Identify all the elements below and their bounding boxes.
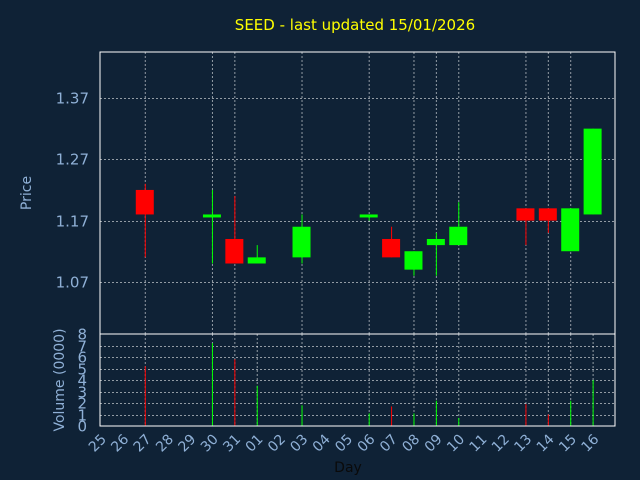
candle-05 [359, 214, 378, 221]
candle-body [583, 128, 602, 215]
day-tick-label: 08 [399, 432, 423, 456]
candle-09 [449, 202, 468, 246]
volume-tick-label: 3 [77, 384, 87, 402]
candle-31 [247, 245, 266, 264]
candle-body [382, 238, 401, 258]
day-tick-label: 09 [422, 432, 446, 456]
chart-title: SEED - last updated 15/01/2026 [235, 16, 475, 34]
candle-29 [202, 189, 221, 264]
candle-body [135, 189, 154, 215]
day-tick-label: 27 [131, 432, 155, 456]
day-tick-label: 31 [220, 432, 244, 456]
price-tick-label: 1.37 [56, 90, 89, 108]
day-tick-label: 01 [243, 432, 267, 456]
candle-13 [538, 208, 557, 233]
day-tick-label: 15 [556, 432, 580, 456]
candle-body [247, 257, 266, 264]
volume-panel-frame [99, 333, 616, 427]
candle-body [426, 238, 445, 246]
volume-tick-label: 6 [77, 349, 87, 367]
day-axis-ticks: 2526272829303101020304050607080910111213… [86, 431, 603, 455]
price-axis-label: Price [19, 176, 35, 210]
volume-bars [144, 343, 594, 426]
price-axis-ticks: 1.07 1.17 1.27 1.37 [56, 90, 89, 292]
candle-body [449, 226, 468, 246]
price-tick-label: 1.17 [56, 213, 89, 231]
candle-30 [225, 196, 244, 264]
volume-tick-label: 5 [77, 361, 87, 379]
price-tick-label: 1.27 [56, 151, 89, 169]
volume-axis-label: Volume (0000) [52, 328, 68, 431]
candle-body [225, 238, 244, 264]
candle-08 [426, 232, 445, 276]
price-tick-label: 1.07 [56, 274, 89, 292]
volume-tick-label: 4 [77, 372, 87, 390]
day-tick-label: 10 [444, 432, 468, 456]
day-tick-label: 29 [175, 432, 199, 456]
candle-body [202, 214, 221, 218]
candle-15 [583, 128, 602, 215]
day-tick-label: 02 [265, 432, 289, 456]
day-tick-label: 25 [86, 432, 110, 456]
candle-body [292, 226, 311, 258]
candle-26 [135, 183, 154, 258]
candle-body [561, 208, 580, 252]
candle-07 [404, 251, 423, 276]
day-tick-label: 03 [287, 432, 311, 456]
candle-body [516, 208, 535, 221]
day-tick-label: 26 [108, 431, 132, 455]
volume-gridlines [100, 334, 615, 426]
day-tick-label: 11 [467, 432, 491, 456]
volume-tick-label: 2 [77, 395, 87, 413]
volume-tick-label: 8 [77, 326, 87, 344]
day-tick-label: 14 [534, 431, 558, 455]
day-tick-label: 30 [198, 432, 222, 456]
price-panel-frame [99, 51, 616, 335]
candle-06 [382, 226, 401, 258]
candle-14 [561, 208, 580, 252]
day-tick-label: 13 [511, 432, 535, 456]
candlesticks [135, 128, 602, 276]
day-tick-label: 05 [332, 432, 356, 456]
candle-12 [516, 208, 535, 246]
day-axis-label: Day [334, 460, 362, 476]
day-tick-label: 07 [377, 432, 401, 456]
volume-tick-label: 1 [77, 407, 87, 425]
day-tick-label: 12 [489, 432, 513, 456]
day-tick-label: 28 [153, 432, 177, 456]
candle-body [359, 214, 378, 218]
candle-02 [292, 214, 311, 264]
candle-body [538, 208, 557, 221]
volume-tick-label: 0 [77, 418, 87, 436]
day-tick-label: 04 [310, 431, 334, 455]
candle-body [404, 251, 423, 270]
volume-tick-label: 7 [77, 338, 87, 356]
day-tick-label: 16 [579, 431, 603, 455]
price-gridlines [100, 52, 615, 334]
day-tick-label: 06 [355, 431, 379, 455]
